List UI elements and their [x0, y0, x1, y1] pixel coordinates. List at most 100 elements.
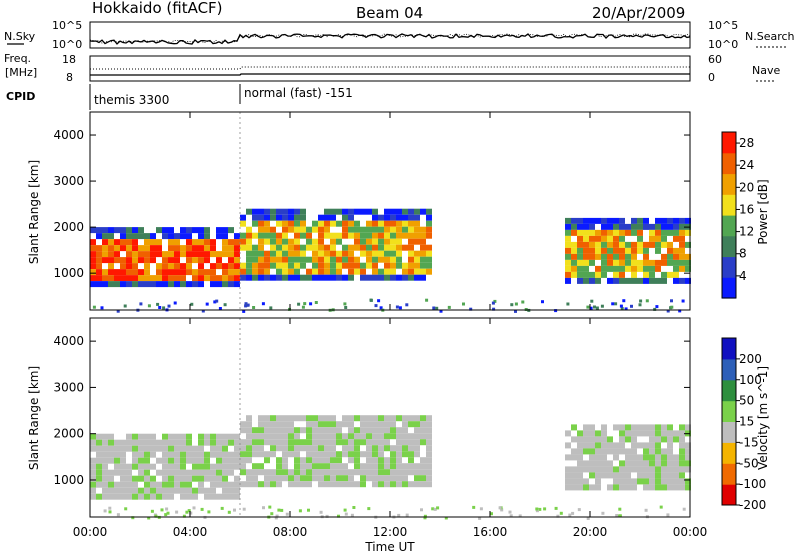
power-data-cell: [366, 226, 372, 233]
velocity-data-cell: [348, 469, 354, 476]
velocity-data-cell: [318, 415, 324, 422]
power-data-cell: [679, 217, 685, 224]
velocity-data-cell: [156, 493, 162, 500]
power-data-cell: [252, 220, 258, 227]
power-data-cell: [601, 271, 607, 278]
velocity-data-cell: [679, 466, 685, 473]
velocity-data-speckle: [682, 507, 686, 511]
power-data-cell: [396, 256, 402, 263]
velocity-data-cell: [390, 481, 396, 488]
power-data-cell: [114, 269, 120, 276]
power-data-cell: [258, 244, 264, 251]
velocity-data-cell: [679, 448, 685, 455]
power-data-cell: [583, 229, 589, 236]
power-data-cell: [396, 220, 402, 227]
power-data-cell: [264, 250, 270, 257]
velocity-data-cell: [685, 442, 691, 449]
velocity-data-cell: [210, 439, 216, 446]
velocity-data-cell: [90, 481, 96, 488]
power-data-speckle: [269, 306, 273, 310]
nsky-panel: N.Sky 10^5 10^0 10^5 10^0 N.Search: [4, 19, 795, 51]
velocity-data-cell: [354, 451, 360, 458]
power-data-cell: [414, 226, 420, 233]
velocity-data-cell: [348, 439, 354, 446]
power-data-cell: [625, 241, 631, 248]
power-data-cell: [138, 251, 144, 258]
velocity-data-cell: [613, 424, 619, 431]
power-data-cell: [655, 235, 661, 242]
velocity-data-cell: [420, 457, 426, 464]
velocity-data-cell: [246, 481, 252, 488]
power-data-cell: [282, 274, 288, 281]
velocity-data-cell: [300, 463, 306, 470]
velocity-data-speckle: [274, 516, 278, 520]
velocity-data-cell: [282, 439, 288, 446]
velocity-data-cell: [661, 466, 667, 473]
power-data-cell: [378, 250, 384, 257]
power-data-cell: [258, 226, 264, 233]
velocity-data-cell: [655, 484, 661, 491]
power-data-cell: [372, 256, 378, 263]
power-data-cell: [637, 229, 643, 236]
velocity-data-cell: [174, 481, 180, 488]
velocity-data-speckle: [319, 510, 323, 514]
power-data-cell: [174, 239, 180, 246]
velocity-data-speckle: [508, 510, 512, 514]
velocity-data-cell: [186, 487, 192, 494]
velocity-data-cell: [282, 433, 288, 440]
velocity-data-cell: [252, 451, 258, 458]
velocity-data-cell: [114, 487, 120, 494]
power-data-cell: [643, 217, 649, 224]
power-data-cell: [132, 227, 138, 234]
nave-trace: [90, 66, 690, 70]
velocity-data-speckle: [559, 511, 563, 515]
power-data-cell: [643, 259, 649, 266]
power-data-cell: [613, 265, 619, 272]
velocity-colorbar-segment: [722, 421, 736, 443]
power-data-cell: [156, 281, 162, 288]
velocity-data-cell: [372, 451, 378, 458]
power-data-cell: [324, 268, 330, 275]
power-data-cell: [577, 223, 583, 230]
velocity-data-cell: [414, 481, 420, 488]
power-data-cell: [312, 220, 318, 227]
power-data-cell: [649, 271, 655, 278]
power-data-cell: [324, 256, 330, 263]
velocity-data-cell: [102, 475, 108, 482]
velocity-data-cell: [216, 463, 222, 470]
power-data-cell: [258, 250, 264, 257]
power-data-cell: [420, 274, 426, 281]
power-data-cell: [414, 262, 420, 269]
velocity-data-cell: [336, 427, 342, 434]
power-data-cell: [324, 220, 330, 227]
power-data-cell: [378, 256, 384, 263]
power-data-cell: [318, 274, 324, 281]
velocity-data-cell: [661, 460, 667, 467]
power-data-cell: [288, 268, 294, 275]
power-data-cell: [168, 263, 174, 270]
velocity-data-cell: [150, 433, 156, 440]
power-data-cell: [294, 238, 300, 245]
velocity-data-cell: [420, 475, 426, 482]
velocity-data-cell: [661, 478, 667, 485]
power-data-cell: [138, 227, 144, 234]
power-data-speckle: [491, 301, 495, 305]
power-data-speckle: [398, 306, 402, 310]
power-data-cell: [625, 265, 631, 272]
power-data-cell: [102, 227, 108, 234]
power-data-cell: [667, 241, 673, 248]
power-data-speckle: [395, 305, 399, 309]
power-data-cell: [204, 227, 210, 234]
velocity-data-cell: [282, 427, 288, 434]
velocity-data-cell: [306, 457, 312, 464]
power-data-cell: [372, 208, 378, 215]
power-data-cell: [571, 259, 577, 266]
power-data-cell: [571, 253, 577, 260]
velocity-data-cell: [264, 469, 270, 476]
power-data-cell: [234, 239, 240, 246]
power-data-cell: [583, 271, 589, 278]
power-data-cell: [408, 214, 414, 221]
power-data-cell: [655, 241, 661, 248]
velocity-data-speckle: [160, 508, 164, 512]
